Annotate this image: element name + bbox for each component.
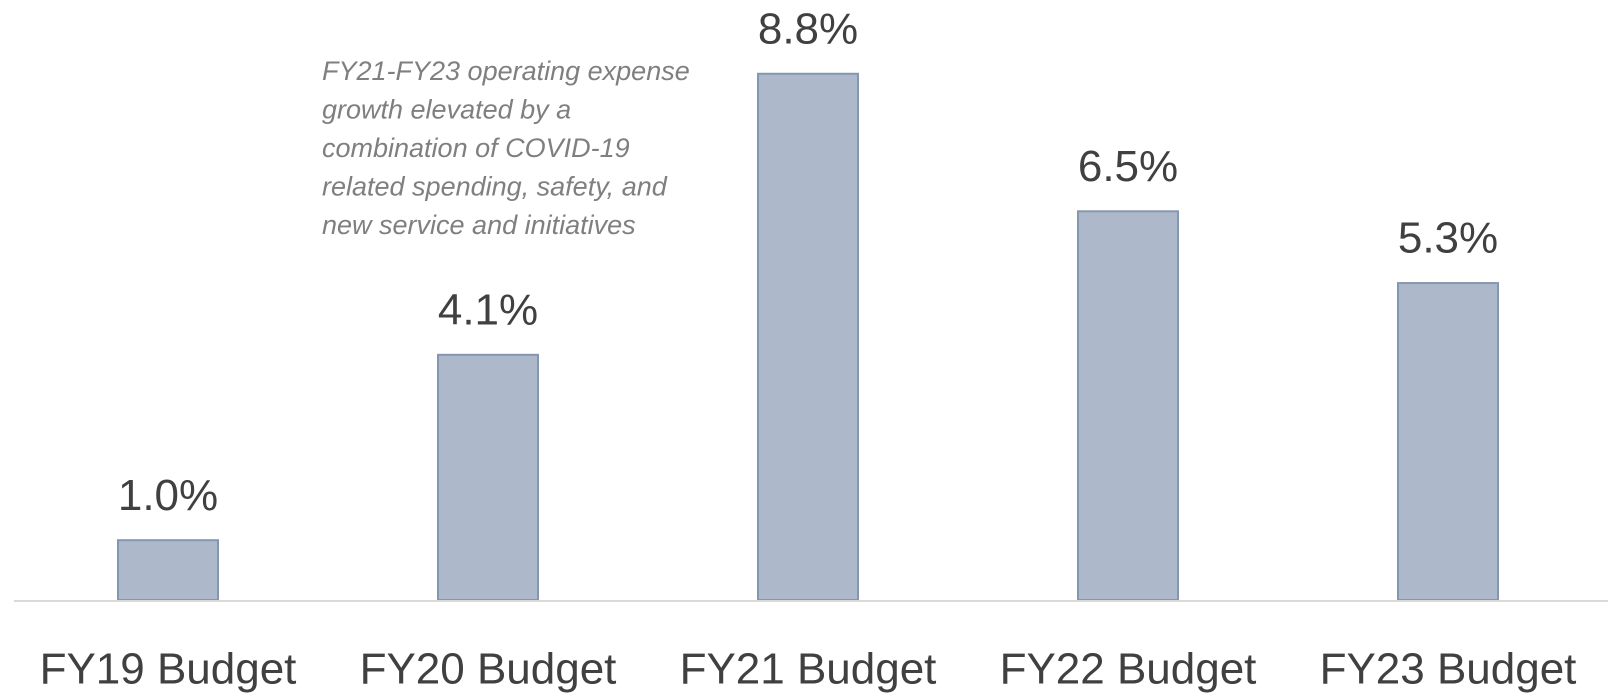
bar bbox=[1397, 282, 1499, 601]
annotation: combination of COVID-19 bbox=[322, 133, 630, 163]
value-label: 1.0% bbox=[118, 471, 218, 520]
bar bbox=[117, 539, 219, 602]
value-label: 8.8% bbox=[758, 4, 858, 53]
value-label: 5.3% bbox=[1398, 214, 1498, 263]
x-tick-label: FY20 Budget bbox=[360, 645, 617, 694]
annotation: related spending, safety, and bbox=[322, 172, 668, 202]
bar bbox=[1077, 210, 1179, 602]
annotation: growth elevated by a bbox=[322, 95, 571, 125]
bar bbox=[437, 353, 539, 601]
value-label: 4.1% bbox=[438, 285, 538, 334]
annotation: new service and initiatives bbox=[322, 210, 636, 240]
x-tick-label: FY23 Budget bbox=[1320, 645, 1577, 694]
x-tick-label: FY19 Budget bbox=[40, 645, 297, 694]
value-label: 6.5% bbox=[1078, 142, 1178, 191]
bar bbox=[757, 72, 859, 601]
x-tick-label: FY22 Budget bbox=[1000, 645, 1257, 694]
annotation: FY21-FY23 operating expense bbox=[322, 56, 690, 86]
x-tick-label: FY21 Budget bbox=[680, 645, 937, 694]
